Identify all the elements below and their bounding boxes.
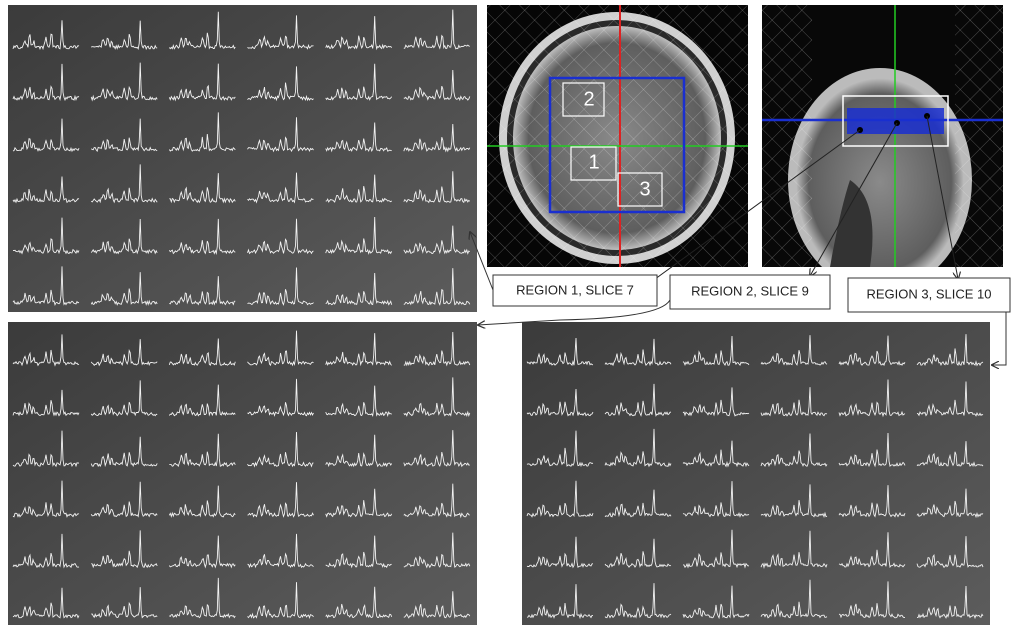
voxel-label: 2 — [583, 88, 594, 110]
figure: 2 1 3 REGION 1, SLICE 7 REGION 2, SLICE … — [0, 0, 1013, 625]
axial-image: 2 1 3 — [487, 5, 748, 267]
region-label: REGION 2, SLICE 9 — [691, 283, 809, 298]
region-label: REGION 1, SLICE 7 — [516, 282, 634, 297]
spectra-panel — [522, 322, 990, 625]
region-label: REGION 3, SLICE 10 — [867, 286, 992, 301]
page: 2 1 3 REGION 1, SLICE 7 REGION 2, SLICE … — [0, 0, 1013, 625]
voxel-label: 1 — [588, 151, 599, 173]
spectra-panel — [8, 5, 477, 312]
voxel-label: 3 — [639, 178, 650, 200]
spectra-panel — [8, 322, 477, 625]
